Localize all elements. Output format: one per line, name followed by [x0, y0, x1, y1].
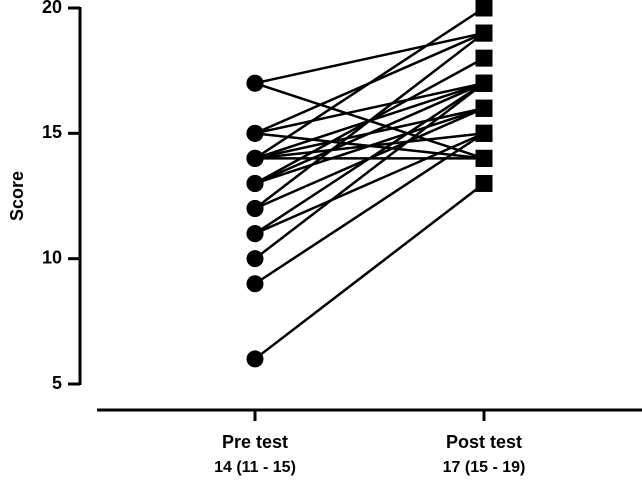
point	[246, 74, 264, 92]
x-tick-label: Post test	[446, 432, 522, 452]
pair-line	[254, 107, 485, 185]
point	[475, 99, 493, 117]
x-tick-stats: 17 (15 - 19)	[443, 459, 526, 476]
point	[246, 124, 264, 142]
point	[475, 24, 493, 42]
pair-line	[254, 6, 485, 160]
pair-line	[254, 31, 485, 85]
point	[475, 49, 493, 67]
point	[475, 0, 493, 17]
point	[246, 174, 264, 192]
pair-line	[254, 82, 485, 235]
point	[475, 174, 493, 192]
pair-line	[254, 132, 485, 235]
x-tick-stats: 14 (11 - 15)	[214, 459, 296, 476]
pair-line	[254, 182, 485, 360]
point	[475, 74, 493, 92]
point	[246, 250, 264, 268]
pair-line	[254, 82, 485, 260]
point	[246, 350, 264, 368]
pair-line	[254, 132, 485, 285]
point	[475, 124, 493, 142]
point	[246, 149, 264, 167]
pair-line	[254, 81, 485, 135]
point	[246, 275, 264, 293]
point	[246, 225, 264, 243]
y-tick-label: 5	[52, 373, 62, 393]
pair-line	[254, 32, 485, 210]
y-tick-label: 15	[42, 122, 62, 142]
point	[475, 149, 493, 167]
point	[246, 200, 264, 218]
x-tick-label: Pre test	[222, 432, 288, 452]
y-axis-label: Score	[7, 171, 27, 221]
pair-line	[254, 82, 485, 185]
y-tick-label: 10	[42, 247, 62, 267]
y-tick-label: 20	[42, 0, 62, 17]
